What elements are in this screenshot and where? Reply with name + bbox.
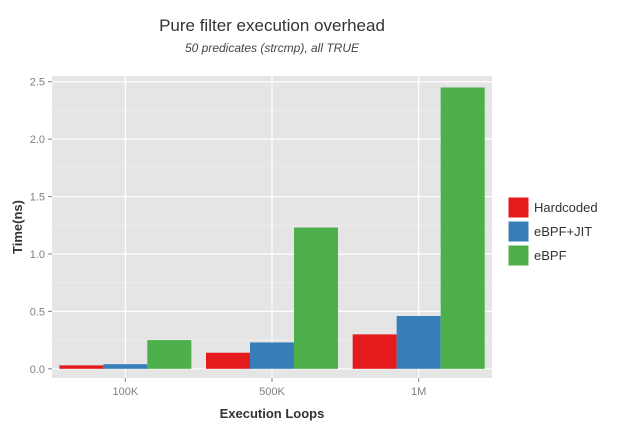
x-tick-label: 500K (259, 386, 285, 398)
y-tick-label: 2.5 (30, 77, 45, 89)
bar-ebpf-jit-100k (103, 364, 148, 369)
y-axis-ticks: 0.0 0.5 1.0 1.5 2.0 2.5 (30, 77, 52, 376)
bar-ebpf-jit-500k (250, 342, 294, 369)
bar-ebpf-jit-1m (396, 315, 441, 369)
legend-key-ebpf-jit (507, 220, 530, 243)
bar-ebpf-100k (147, 340, 192, 369)
bar-ebpf-1m (440, 87, 485, 369)
bar-hardcoded-1m (352, 334, 397, 369)
grid-layer (52, 76, 492, 378)
y-tick-label: 2.0 (30, 134, 45, 146)
y-tick-label: 1.0 (30, 249, 45, 261)
x-tick-label: 1M (411, 386, 426, 398)
bars-layer (59, 87, 485, 369)
y-tick-label: 1.5 (30, 192, 45, 204)
bar-ebpf-500k (294, 227, 338, 369)
y-axis-title: Time(ns) (10, 200, 25, 254)
legend-key-ebpf (507, 244, 530, 267)
bar-hardcoded-500k (206, 352, 250, 369)
legend-label: Hardcoded (534, 200, 598, 215)
bar-hardcoded-100k (59, 365, 104, 369)
legend: Hardcoded eBPF+JIT eBPF (507, 196, 598, 267)
y-tick-label: 0.5 (30, 306, 45, 318)
chart-title: Pure filter execution overhead (159, 16, 385, 35)
x-axis-ticks: 100K 500K 1M (112, 378, 426, 398)
legend-key-hardcoded (507, 196, 530, 219)
chart-subtitle: 50 predicates (strcmp), all TRUE (185, 41, 360, 55)
legend-label: eBPF (534, 248, 567, 263)
x-axis-title: Execution Loops (220, 406, 325, 421)
x-tick-label: 100K (112, 386, 138, 398)
y-tick-label: 0.0 (30, 364, 45, 376)
legend-label: eBPF+JIT (534, 224, 592, 239)
